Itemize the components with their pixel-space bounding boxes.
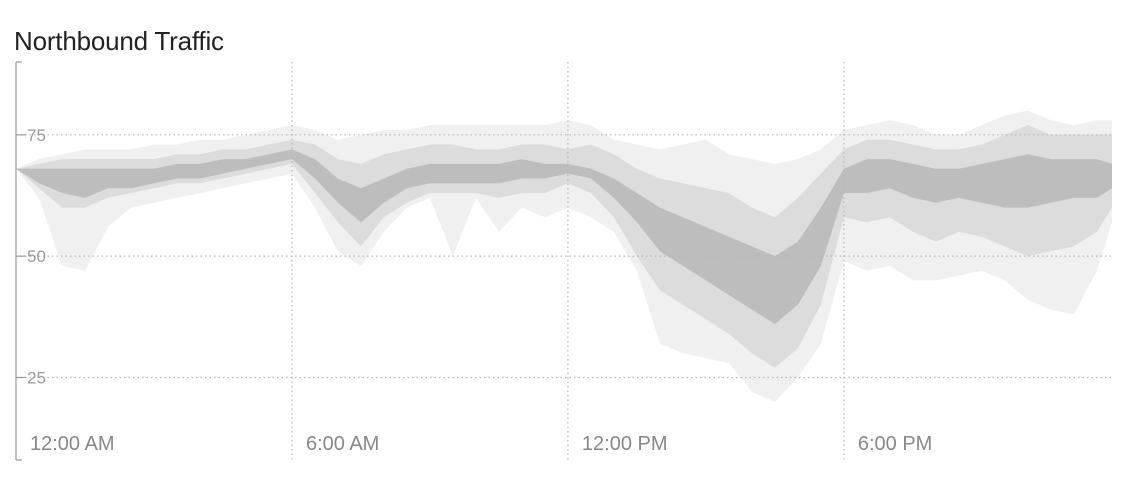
y-tick-label-75: 75	[27, 126, 46, 145]
chart-title: Northbound Traffic	[14, 26, 224, 56]
x-tick-label-6: 6:00 AM	[306, 433, 379, 455]
x-tick-label-18: 6:00 PM	[858, 433, 932, 455]
x-tick-label-0: 12:00 AM	[30, 433, 115, 455]
y-axis	[15, 61, 26, 461]
grid-lines	[16, 62, 1112, 460]
y-tick-label-50: 50	[27, 247, 46, 266]
y-tick-label-25: 25	[27, 368, 46, 387]
band-inner	[16, 149, 1112, 325]
tick-labels: 25 50 75 12:00 AM 6:00 AM 12:00 PM 6:00 PM	[27, 126, 932, 455]
x-tick-label-12: 12:00 PM	[582, 433, 668, 455]
traffic-bands	[16, 110, 1112, 402]
